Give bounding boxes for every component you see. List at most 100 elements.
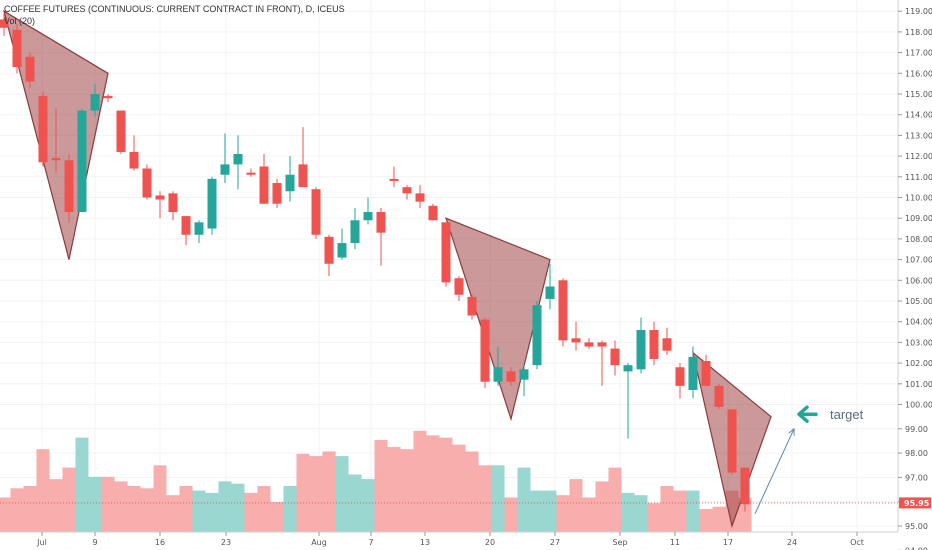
price-tick-label: 104.00 xyxy=(905,318,932,327)
price-tick-label: 101.00 xyxy=(905,380,932,389)
volume-bar xyxy=(62,467,76,532)
candle-body xyxy=(467,296,477,316)
time-tick-label: 9 xyxy=(92,538,97,547)
candle-body xyxy=(181,216,191,235)
candle-body xyxy=(0,19,9,28)
candle-body xyxy=(623,365,633,372)
candle-body xyxy=(103,96,113,99)
price-tick-label: 111.00 xyxy=(905,173,932,182)
volume-bar xyxy=(595,481,609,532)
price-tick-label: 99.00 xyxy=(905,425,928,434)
volume-bar xyxy=(374,440,388,532)
volume-bar xyxy=(738,497,752,532)
volume-bar xyxy=(153,465,167,532)
volume-bar xyxy=(270,502,284,532)
candle-body xyxy=(129,151,139,169)
candle-body xyxy=(480,319,490,382)
candle-body xyxy=(597,342,607,347)
projection-arrow xyxy=(754,428,795,515)
volume-bar xyxy=(712,506,726,532)
volume-bar xyxy=(114,481,128,532)
candle-body xyxy=(519,369,529,380)
price-tick-label: 113.00 xyxy=(905,131,932,140)
target-arrow-head xyxy=(797,405,809,423)
candlesticks xyxy=(0,13,750,512)
triangle-pattern[interactable] xyxy=(445,217,551,422)
volume-bar xyxy=(166,495,180,532)
candle-body xyxy=(285,174,295,192)
volume-bar xyxy=(179,486,193,532)
price-tick-label: 105.00 xyxy=(905,297,932,306)
volume-bar xyxy=(465,451,479,532)
volume-bar xyxy=(257,486,271,532)
candle-body xyxy=(207,178,217,229)
volume-bar xyxy=(296,453,310,532)
volume-bar xyxy=(361,479,375,532)
candle-body xyxy=(727,409,737,473)
volume-bar xyxy=(699,509,713,532)
volume-bar xyxy=(556,495,570,532)
candle-body xyxy=(389,178,399,181)
candle-body xyxy=(584,342,594,347)
candle-body xyxy=(415,193,425,202)
candle-body xyxy=(12,29,22,68)
candle-body xyxy=(337,243,347,258)
volume-bar xyxy=(686,490,700,532)
candle-body xyxy=(558,280,568,341)
candle-body xyxy=(168,193,178,212)
chart-title: COFFEE FUTURES (CONTINUOUS: CURRENT CONT… xyxy=(4,4,345,14)
last-price-value: 95.95 xyxy=(904,499,930,508)
candle-body xyxy=(311,189,321,235)
price-tick-label: 109.00 xyxy=(905,214,932,223)
time-tick-label: 16 xyxy=(155,538,165,547)
price-tick-label: 103.00 xyxy=(905,338,932,347)
time-tick-label: Oct xyxy=(850,538,864,547)
volume-bar xyxy=(101,476,115,532)
candle-body xyxy=(298,164,308,188)
candle-body xyxy=(532,305,542,366)
time-axis[interactable]: Jul 9 16 23 Aug 7 13 20 27 Sep 11 17 24 Oct xyxy=(36,532,864,547)
volume-bar xyxy=(478,465,492,532)
volume-bar xyxy=(673,490,687,532)
price-tick-label: 107.00 xyxy=(905,256,932,265)
volume-bar xyxy=(244,492,258,532)
volume-bar xyxy=(127,486,141,532)
candle-body xyxy=(51,158,61,161)
price-tick-label: 115.00 xyxy=(905,90,932,99)
price-tick-label: 119.00 xyxy=(905,7,932,16)
time-tick-label: Jul xyxy=(36,538,47,547)
candle-body xyxy=(116,110,126,152)
price-tick-label: 100.00 xyxy=(905,401,932,410)
candle-body xyxy=(363,211,373,221)
price-tick-label: 116.00 xyxy=(905,69,932,78)
price-tick-label: 106.00 xyxy=(905,276,932,285)
price-tick-label: 97.00 xyxy=(905,473,928,482)
price-tick-label: 102.00 xyxy=(905,359,932,368)
volume-bar xyxy=(634,495,648,532)
candle-body xyxy=(233,154,243,165)
candle-body xyxy=(428,205,438,221)
volume-bar xyxy=(49,479,63,532)
volume-bar xyxy=(0,497,11,532)
time-tick-label: 7 xyxy=(368,538,373,547)
volume-bar xyxy=(218,481,232,532)
volume-bar xyxy=(192,490,206,532)
candle-body xyxy=(506,371,516,382)
price-tick-label: 94.00 xyxy=(905,546,928,550)
volume-bar xyxy=(75,437,89,532)
candle-body xyxy=(545,286,555,299)
time-tick-label: Sep xyxy=(612,538,627,547)
volume-bar xyxy=(660,486,674,532)
candle-body xyxy=(701,361,711,386)
volume-bar xyxy=(10,488,24,532)
volume-bar xyxy=(140,488,154,532)
time-tick-label: 24 xyxy=(787,538,797,547)
candle-body xyxy=(675,367,685,386)
candle-body xyxy=(142,168,152,198)
volume-bar xyxy=(608,467,622,532)
volume-bar xyxy=(439,437,453,532)
volume-bar xyxy=(517,467,531,532)
candle-body xyxy=(90,94,100,111)
volume-bar xyxy=(23,486,37,532)
